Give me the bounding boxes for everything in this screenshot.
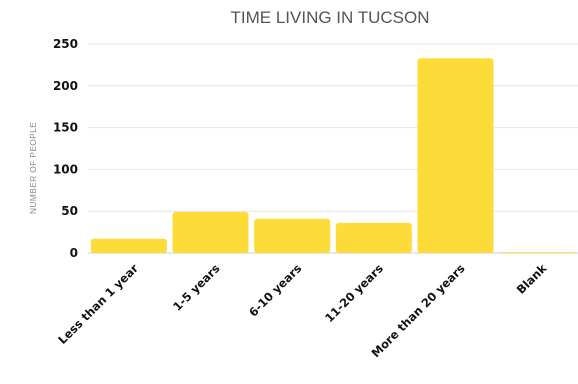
- bar: [335, 222, 412, 253]
- y-tick-label: 50: [61, 204, 78, 218]
- bars: [90, 58, 576, 253]
- y-tick-label: 150: [53, 121, 78, 135]
- bar: [90, 238, 167, 253]
- bar: [417, 58, 494, 253]
- x-axis-ticks: Less than 1 year 1-5 years 6-10 years 11-20…: [55, 261, 549, 360]
- y-tick-label: 200: [53, 79, 78, 93]
- x-tick-label: 1-5 years: [170, 261, 223, 314]
- y-tick-label: 100: [53, 162, 78, 176]
- x-tick-label: 11-20 years: [322, 261, 386, 325]
- bar: [254, 218, 331, 253]
- y-axis-label: NUMBER OF PEOPLE: [28, 122, 38, 214]
- x-tick-label: Blank: [514, 261, 550, 297]
- bar: [499, 252, 576, 253]
- x-tick-label: More than 20 years: [369, 261, 468, 360]
- x-tick-label: Less than 1 year: [55, 261, 141, 347]
- y-tick-label: 250: [53, 37, 78, 51]
- y-axis-ticks: 0 50 100 150 200 250: [53, 37, 78, 260]
- bar: [172, 212, 249, 253]
- gridlines: [88, 43, 578, 254]
- x-tick-label: 6-10 years: [246, 261, 304, 319]
- chart-title: TIME LIVING IN TUCSON: [231, 8, 430, 27]
- y-tick-label: 0: [70, 246, 78, 260]
